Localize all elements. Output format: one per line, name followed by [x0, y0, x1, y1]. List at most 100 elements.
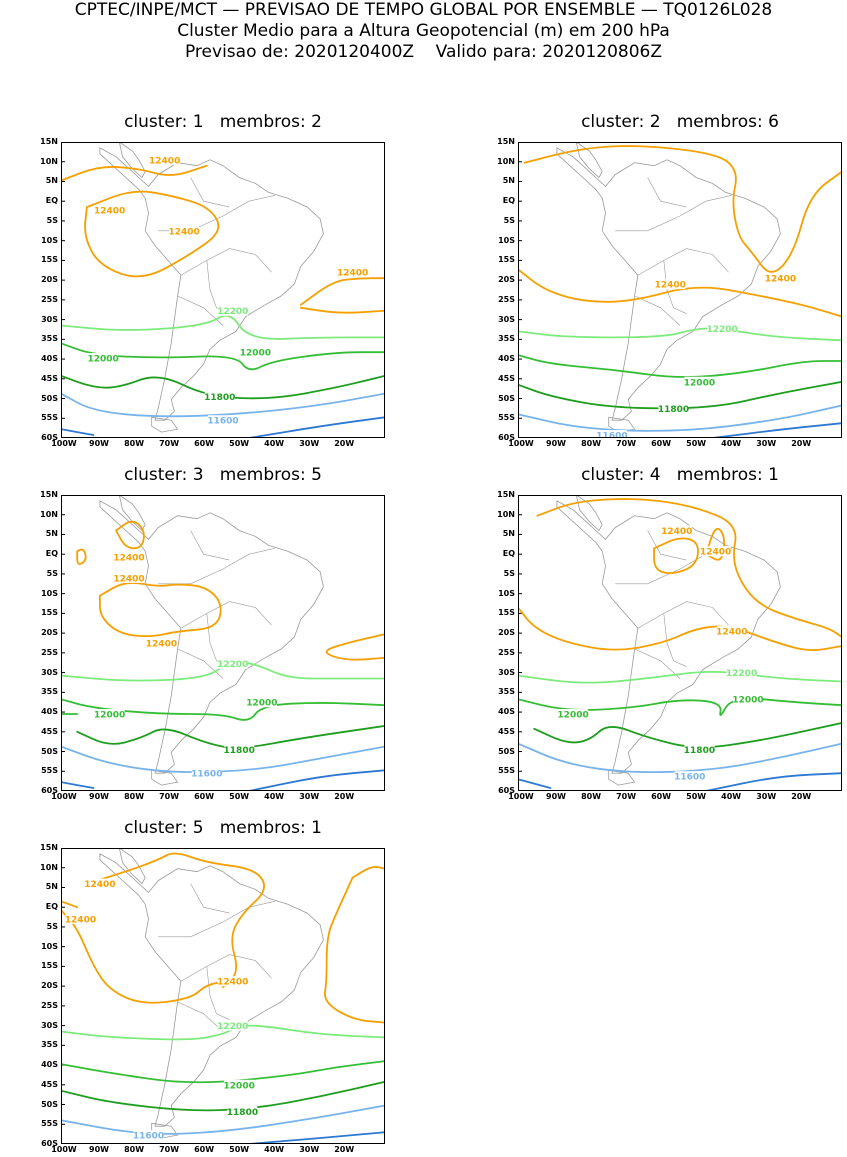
- coastline: [556, 147, 781, 421]
- contour-label: 12400: [113, 554, 144, 564]
- contour-label: 11600: [133, 1132, 164, 1142]
- contour-11400: [518, 778, 552, 789]
- longitude-tick-label: 90W: [89, 439, 109, 448]
- contour-label: 11600: [191, 770, 222, 780]
- contour-12200: [518, 327, 842, 342]
- latitude-tick-label: 25S: [498, 647, 515, 657]
- contour-label: 12200: [217, 660, 248, 670]
- latitude-tick-label: EQ: [45, 196, 58, 206]
- contour-12400: [523, 145, 842, 273]
- coastline: [99, 500, 324, 774]
- latitude-tick-label: 25S: [41, 647, 58, 657]
- panel-title: cluster: 2 membros: 6: [581, 112, 779, 132]
- coastline: [118, 495, 146, 532]
- contour-12400: [99, 582, 222, 637]
- longitude-tick-label: 30W: [299, 439, 320, 448]
- longitude-tick-label: 20W: [791, 439, 812, 448]
- latitude-tick-label: 60S: [41, 786, 58, 795]
- contour-label-background: [94, 205, 125, 216]
- longitude-tick-label: 30W: [299, 792, 320, 801]
- country-border: [663, 260, 687, 314]
- latitude-tick-label: 10N: [40, 862, 58, 872]
- latitude-tick-label: 35S: [41, 1040, 58, 1050]
- contour-label-background: [674, 771, 705, 782]
- contour-label-background: [84, 878, 115, 889]
- latitude-tick-label: 10S: [41, 235, 58, 245]
- longitude-tick-label: 90W: [89, 1145, 109, 1154]
- latitude-tick-label: EQ: [45, 549, 58, 559]
- country-border: [206, 260, 230, 314]
- contour-label-background: [88, 353, 119, 364]
- latitude-tick-label: 5S: [46, 215, 58, 225]
- longitude-tick-label: 100W: [51, 439, 77, 448]
- longitude-tick-label: 30W: [756, 439, 777, 448]
- longitude-tick-label: 80W: [581, 792, 602, 801]
- longitude-tick-label: 50W: [229, 1145, 250, 1154]
- contour-label-background: [707, 323, 738, 334]
- latitude-tick-label: 60S: [41, 433, 58, 442]
- longitude-tick-label: 100W: [508, 792, 534, 801]
- longitude-tick-label: 60W: [194, 439, 215, 448]
- latitude-tick-label: EQ: [502, 549, 515, 559]
- contour-label: 12400: [337, 269, 368, 279]
- contour-11400: [248, 769, 385, 791]
- longitude-tick-label: 80W: [124, 792, 145, 801]
- contour-label: 12400: [661, 527, 692, 537]
- contour-label-background: [716, 626, 747, 637]
- longitude-tick-label: 70W: [159, 439, 180, 448]
- latitude-tick-label: 5S: [46, 921, 58, 931]
- latitude-tick-label: 5S: [46, 568, 58, 578]
- longitude-tick-label: 60W: [194, 1145, 215, 1154]
- latitude-tick-label: 15N: [40, 137, 58, 146]
- contour-label: 12400: [716, 628, 747, 638]
- latitude-tick-label: 50S: [41, 746, 58, 756]
- latitude-tick-label: EQ: [45, 902, 58, 912]
- contour-label-background: [733, 694, 764, 705]
- latitude-tick-label: 60S: [41, 1139, 58, 1148]
- contour-label-background: [596, 430, 627, 438]
- longitude-tick-label: 40W: [721, 439, 742, 448]
- latitude-tick-label: 5N: [45, 882, 58, 892]
- longitude-tick-label: 100W: [508, 439, 534, 448]
- contour-label-background: [169, 225, 200, 236]
- latitude-tick-label: 50S: [498, 393, 515, 403]
- coastline: [575, 142, 603, 179]
- contour-11400: [61, 781, 95, 789]
- contour-label: 12400: [700, 548, 731, 558]
- latitude-tick-label: 45S: [41, 373, 58, 383]
- coastline: [99, 147, 324, 421]
- contour-label: 12400: [94, 207, 125, 217]
- contour-label: 12400: [84, 880, 115, 890]
- contour-11400: [248, 416, 385, 438]
- contour-label-background: [217, 305, 248, 316]
- longitude-tick-label: 30W: [756, 792, 777, 801]
- country-border: [158, 548, 275, 585]
- latitude-tick-label: 60S: [498, 433, 515, 442]
- contour-11600: [518, 742, 842, 774]
- country-border: [647, 177, 687, 208]
- country-border: [637, 601, 729, 629]
- contour-label: 12400: [765, 275, 796, 285]
- contour-label: 11800: [224, 746, 255, 756]
- longitude-tick-label: 20W: [334, 1145, 355, 1154]
- country-border: [180, 601, 272, 629]
- contour-label: 12000: [87, 355, 118, 365]
- contour-label: 12000: [684, 378, 715, 388]
- latitude-tick-label: 40S: [498, 707, 515, 717]
- contour-label: 12000: [240, 349, 271, 359]
- country-border: [158, 195, 275, 232]
- map-frame: [61, 848, 385, 1144]
- contour-label-background: [149, 154, 180, 165]
- latitude-tick-label: 10S: [498, 235, 515, 245]
- longitude-tick-label: 40W: [721, 792, 742, 801]
- contour-label: 12000: [246, 699, 277, 709]
- longitude-tick-label: 60W: [651, 792, 672, 801]
- latitude-tick-label: 35S: [41, 334, 58, 344]
- contour-12000: [61, 1060, 385, 1084]
- geopotential-map-panel: 12400 12400 12400 12200 12000 11800 11600: [61, 848, 385, 1144]
- map-frame: [518, 142, 842, 438]
- country-border: [180, 248, 272, 276]
- contour-label: 11800: [658, 405, 689, 415]
- contour-label-background: [246, 697, 277, 708]
- longitude-tick-label: 100W: [51, 792, 77, 801]
